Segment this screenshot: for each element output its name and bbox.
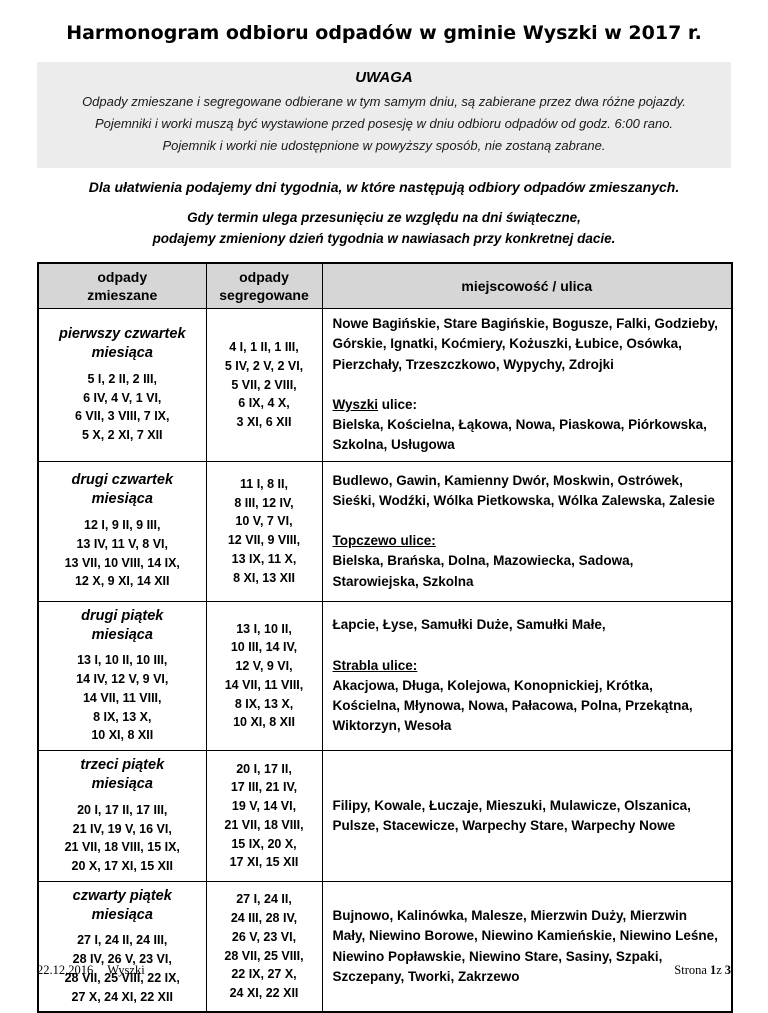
table-row: trzeci piątek miesiąca 20 I, 17 II, 17 I… xyxy=(37,750,733,882)
header-segregated: odpady segregowane xyxy=(205,262,323,310)
streets-text: Akacjowa, Długa, Kolejowa, Konopnickiej,… xyxy=(332,677,693,734)
streets-text: Bielska, Brańska, Dolna, Mazowiecka, Sad… xyxy=(332,553,634,589)
streets-label: ulice: xyxy=(396,533,436,549)
page-number: 1 xyxy=(709,963,717,977)
mixed-dates: 27 I, 24 II, 24 III, 28 IV, 26 V, 23 VI,… xyxy=(64,933,180,1004)
places-text: Bujnowo, Kalinówka, Malesze, Mierzwin Du… xyxy=(332,908,718,984)
streets-label: ulice: xyxy=(378,657,418,673)
holiday-note: Gdy termin ulega przesunięciu ze względu… xyxy=(152,210,616,246)
table-row: czwarty piątek miesiąca 27 I, 24 II, 24 … xyxy=(37,880,733,1013)
table-header-row: odpady zmieszane odpady segregowane miej… xyxy=(37,262,733,310)
mixed-title: czwarty piątek miesiąca xyxy=(72,887,172,923)
locality-cell: Łapcie, Łyse, Samułki Duże, Samułki Małe… xyxy=(321,600,733,752)
notice-title: UWAGA xyxy=(355,69,413,86)
segregated-dates: 4 I, 1 II, 1 III, 5 IV, 2 V, 2 VI, 5 VII… xyxy=(224,340,304,430)
mixed-dates: 5 I, 2 II, 2 III, 6 IV, 4 V, 1 VI, 6 VII… xyxy=(75,371,170,442)
segregated-dates: 20 I, 17 II, 17 III, 21 IV, 19 V, 14 VI,… xyxy=(224,761,304,870)
table-row: pierwszy czwartek miesiąca 5 I, 2 II, 2 … xyxy=(37,308,733,462)
schedule-table: odpady zmieszane odpady segregowane miej… xyxy=(37,261,733,1013)
mixed-dates: 20 I, 17 II, 17 III, 21 IV, 19 V, 16 VI,… xyxy=(64,802,180,874)
segregated-dates: 13 I, 10 II, 10 III, 14 IV, 12 V, 9 VI, … xyxy=(224,621,304,730)
mixed-cell: czwarty piątek miesiąca 27 I, 24 II, 24 … xyxy=(37,880,207,1013)
page-of-label: z xyxy=(716,963,722,977)
locality-cell: Filipy, Kowale, Łuczaje, Mieszuki, Mulaw… xyxy=(321,750,733,882)
segregated-cell: 27 I, 24 II, 24 III, 28 IV, 26 V, 23 VI,… xyxy=(205,880,323,1013)
page-indicator: Strona 1z 3 xyxy=(674,963,731,978)
streets-text: Bielska, Kościelna, Łąkowa, Nowa, Piasko… xyxy=(332,417,707,453)
town-name: Strabla xyxy=(332,657,379,673)
mixed-title: drugi piątek miesiąca xyxy=(81,607,164,643)
header-locality: miejscowość / ulica xyxy=(321,262,733,310)
segregated-cell: 13 I, 10 II, 10 III, 14 IV, 12 V, 9 VI, … xyxy=(205,600,323,752)
locality-cell: Nowe Bagińskie, Stare Bagińskie, Bogusze… xyxy=(321,308,733,462)
mixed-dates: 12 I, 9 II, 9 III, 13 IV, 11 V, 8 VI, 13… xyxy=(64,518,180,589)
segregated-cell: 4 I, 1 II, 1 III, 5 IV, 2 V, 2 VI, 5 VII… xyxy=(205,308,323,462)
locality-cell: Budlewo, Gawin, Kamienny Dwór, Moskwin, … xyxy=(321,460,733,602)
segregated-cell: 20 I, 17 II, 17 III, 21 IV, 19 V, 14 VI,… xyxy=(205,750,323,882)
mixed-cell: drugi czwartek miesiąca 12 I, 9 II, 9 II… xyxy=(37,460,207,602)
segregated-dates: 27 I, 24 II, 24 III, 28 IV, 26 V, 23 VI,… xyxy=(224,892,304,1001)
notice-box: UWAGA Odpady zmieszane i segregowane odb… xyxy=(37,62,731,169)
table-row: drugi piątek miesiąca 13 I, 10 II, 10 II… xyxy=(37,600,733,752)
segregated-cell: 11 I, 8 II, 8 III, 12 IV, 10 V, 7 VI, 12… xyxy=(205,460,323,602)
streets-heading: Topczewo ulice: xyxy=(333,531,722,551)
places-text: Nowe Bagińskie, Stare Bagińskie, Bogusze… xyxy=(332,316,718,372)
streets-heading: Strabla ulice: xyxy=(333,656,722,676)
mixed-cell: pierwszy czwartek miesiąca 5 I, 2 II, 2 … xyxy=(37,308,207,462)
page-label: Strona xyxy=(674,963,707,977)
page-title: Harmonogram odbioru odpadów w gminie Wys… xyxy=(66,22,702,44)
notice-line-1: Odpady zmieszane i segregowane odbierane… xyxy=(82,94,686,109)
mixed-cell: trzeci piątek miesiąca 20 I, 17 II, 17 I… xyxy=(37,750,207,882)
streets-heading: Wyszki ulice: xyxy=(333,395,722,415)
locality-cell: Bujnowo, Kalinówka, Malesze, Mierzwin Du… xyxy=(321,880,733,1013)
mixed-title: trzeci piątek miesiąca xyxy=(80,757,165,792)
page-footer: 22.12.2016 Wyszki Strona 1z 3 xyxy=(37,963,731,978)
table-row: drugi czwartek miesiąca 12 I, 9 II, 9 II… xyxy=(37,460,733,602)
town-name: Topczewo xyxy=(332,533,397,549)
places-text: Łapcie, Łyse, Samułki Duże, Samułki Małe… xyxy=(332,617,606,633)
weekday-note: Dla ułatwienia podajemy dni tygodnia, w … xyxy=(88,179,680,196)
footer-left: 22.12.2016 Wyszki xyxy=(37,963,145,978)
header-mixed: odpady zmieszane xyxy=(37,262,207,310)
footer-date: 22.12.2016 xyxy=(37,963,94,977)
places-text: Budlewo, Gawin, Kamienny Dwór, Moskwin, … xyxy=(332,472,715,508)
mixed-dates: 13 I, 10 II, 10 III, 14 IV, 12 V, 9 VI, … xyxy=(76,653,169,743)
notice-line-2: Pojemniki i worki muszą być wystawione p… xyxy=(94,116,674,132)
mixed-cell: drugi piątek miesiąca 13 I, 10 II, 10 II… xyxy=(37,600,207,752)
segregated-dates: 11 I, 8 II, 8 III, 12 IV, 10 V, 7 VI, 12… xyxy=(227,476,301,585)
page-total: 3 xyxy=(724,963,731,977)
footer-place: Wyszki xyxy=(107,963,145,977)
places-text: Filipy, Kowale, Łuczaje, Mieszuki, Mulaw… xyxy=(332,797,691,833)
mixed-title: pierwszy czwartek miesiąca xyxy=(58,326,186,361)
mixed-title: drugi czwartek miesiąca xyxy=(71,472,174,508)
notice-line-3: Pojemnik i worki nie udostępnione w powy… xyxy=(162,138,606,154)
town-name: Wyszki xyxy=(332,396,379,412)
streets-label: ulice: xyxy=(378,396,418,412)
